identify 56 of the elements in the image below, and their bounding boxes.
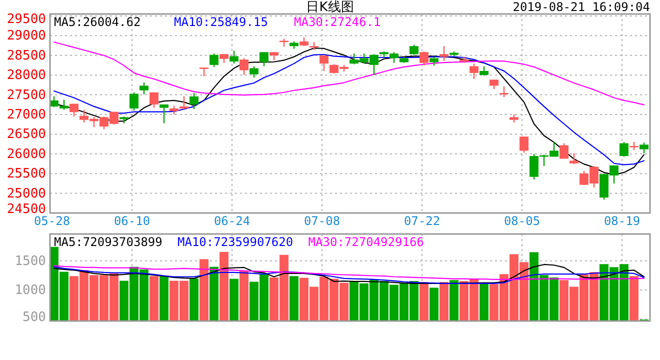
chart-title: 日K线图 [306,0,354,15]
x-tick-label: 07-22 [404,214,440,228]
candlestick [250,66,258,78]
y-tick-label: 29500 [6,12,46,27]
y-tick-label: 26000 [6,146,46,162]
candlestick [180,96,188,110]
candlestick [480,66,488,76]
candlestick [490,79,498,90]
series-label: MA5:72093703899 [54,235,162,249]
candlestick [160,104,168,124]
candlestick [70,103,78,118]
x-tick-label: 05-28 [34,214,70,228]
text: MA30:27246.1 [294,15,381,29]
y-tick-label: 27000 [6,107,46,122]
y-tick-label: 24500 [6,202,46,217]
line-series [53,42,645,106]
y-tick-label: 500 [22,310,46,325]
candlestick [520,136,528,154]
candlestick [560,142,568,160]
line-series [53,265,645,280]
candlestick [150,92,158,108]
y-tick-label: 25500 [6,166,46,182]
x-tick-label: 08-19 [604,214,640,228]
text: MA5:26004.62 [54,15,141,29]
candlestick [130,92,138,112]
candlestick [640,142,648,154]
candlestick [260,52,268,67]
y-tick-label: 27500 [6,88,46,103]
text: MA10:25849.15 [174,15,268,29]
x-tick-label: 07-08 [304,214,340,228]
candlestick [500,86,508,98]
y-tick-label: 25000 [6,186,46,202]
candlestick [620,141,628,158]
candlestick [230,50,238,64]
y-tick-label: 28500 [6,48,46,64]
candlestick [320,54,328,72]
candlestick [410,44,418,56]
y-tick-label: 1500 [14,254,46,269]
y-tick-label: 1000 [14,283,46,298]
y-tick-label: 26500 [6,127,46,142]
candlestick [140,82,148,95]
series-label: MA10:72359907620 [178,235,294,249]
candlestick [470,62,478,80]
x-tick-label: 06-10 [114,214,150,228]
candlestick [240,58,248,76]
y-tick-label: 29000 [6,28,46,44]
candlestick [210,52,218,68]
x-tick-label: 08-05 [504,214,540,228]
text: 2019-08-21 16:09:04 [512,0,650,14]
candlestick [190,92,198,110]
candlestick [420,50,428,66]
candlestick [440,46,448,62]
candlestick [570,152,578,165]
x-tick-label: 06-24 [214,214,250,228]
text: MA30:72704929166 [308,235,424,249]
y-tick-label: 28000 [6,68,46,84]
